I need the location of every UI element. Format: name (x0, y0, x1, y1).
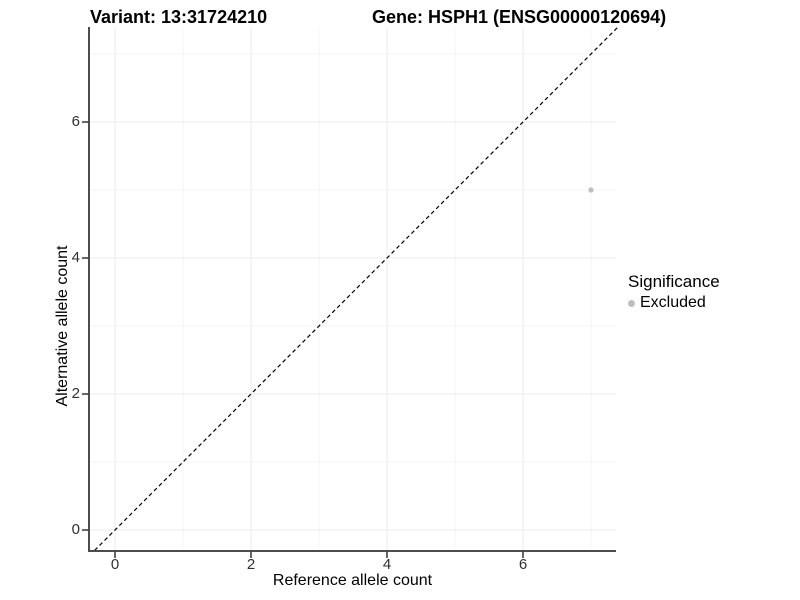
y-tick-label: 6 (71, 113, 80, 130)
legend-point-marker (628, 299, 635, 307)
data-point (588, 187, 594, 193)
identity-reference-line (94, 26, 619, 551)
y-tick-label: 2 (71, 385, 80, 402)
x-axis-label: Reference allele count (272, 572, 433, 589)
legend-item-label: Excluded (640, 294, 706, 311)
y-axis-label: Alternative allele count (54, 245, 71, 407)
legend-item-excluded: Excluded (628, 294, 720, 312)
plot-title-variant: Variant: 13:31724210 (90, 7, 268, 27)
x-tick-label: 0 (110, 556, 120, 573)
y-tick-label: 0 (71, 521, 80, 538)
legend-title: Significance (628, 272, 720, 291)
x-tick-label: 6 (518, 556, 528, 573)
plot-title-gene: Gene: HSPH1 (ENSG00000120694) (372, 7, 667, 27)
x-tick-label: 2 (246, 556, 256, 573)
legend: Significance Excluded (628, 272, 720, 312)
x-tick-label: 4 (382, 556, 392, 573)
y-tick-label: 4 (71, 249, 80, 266)
